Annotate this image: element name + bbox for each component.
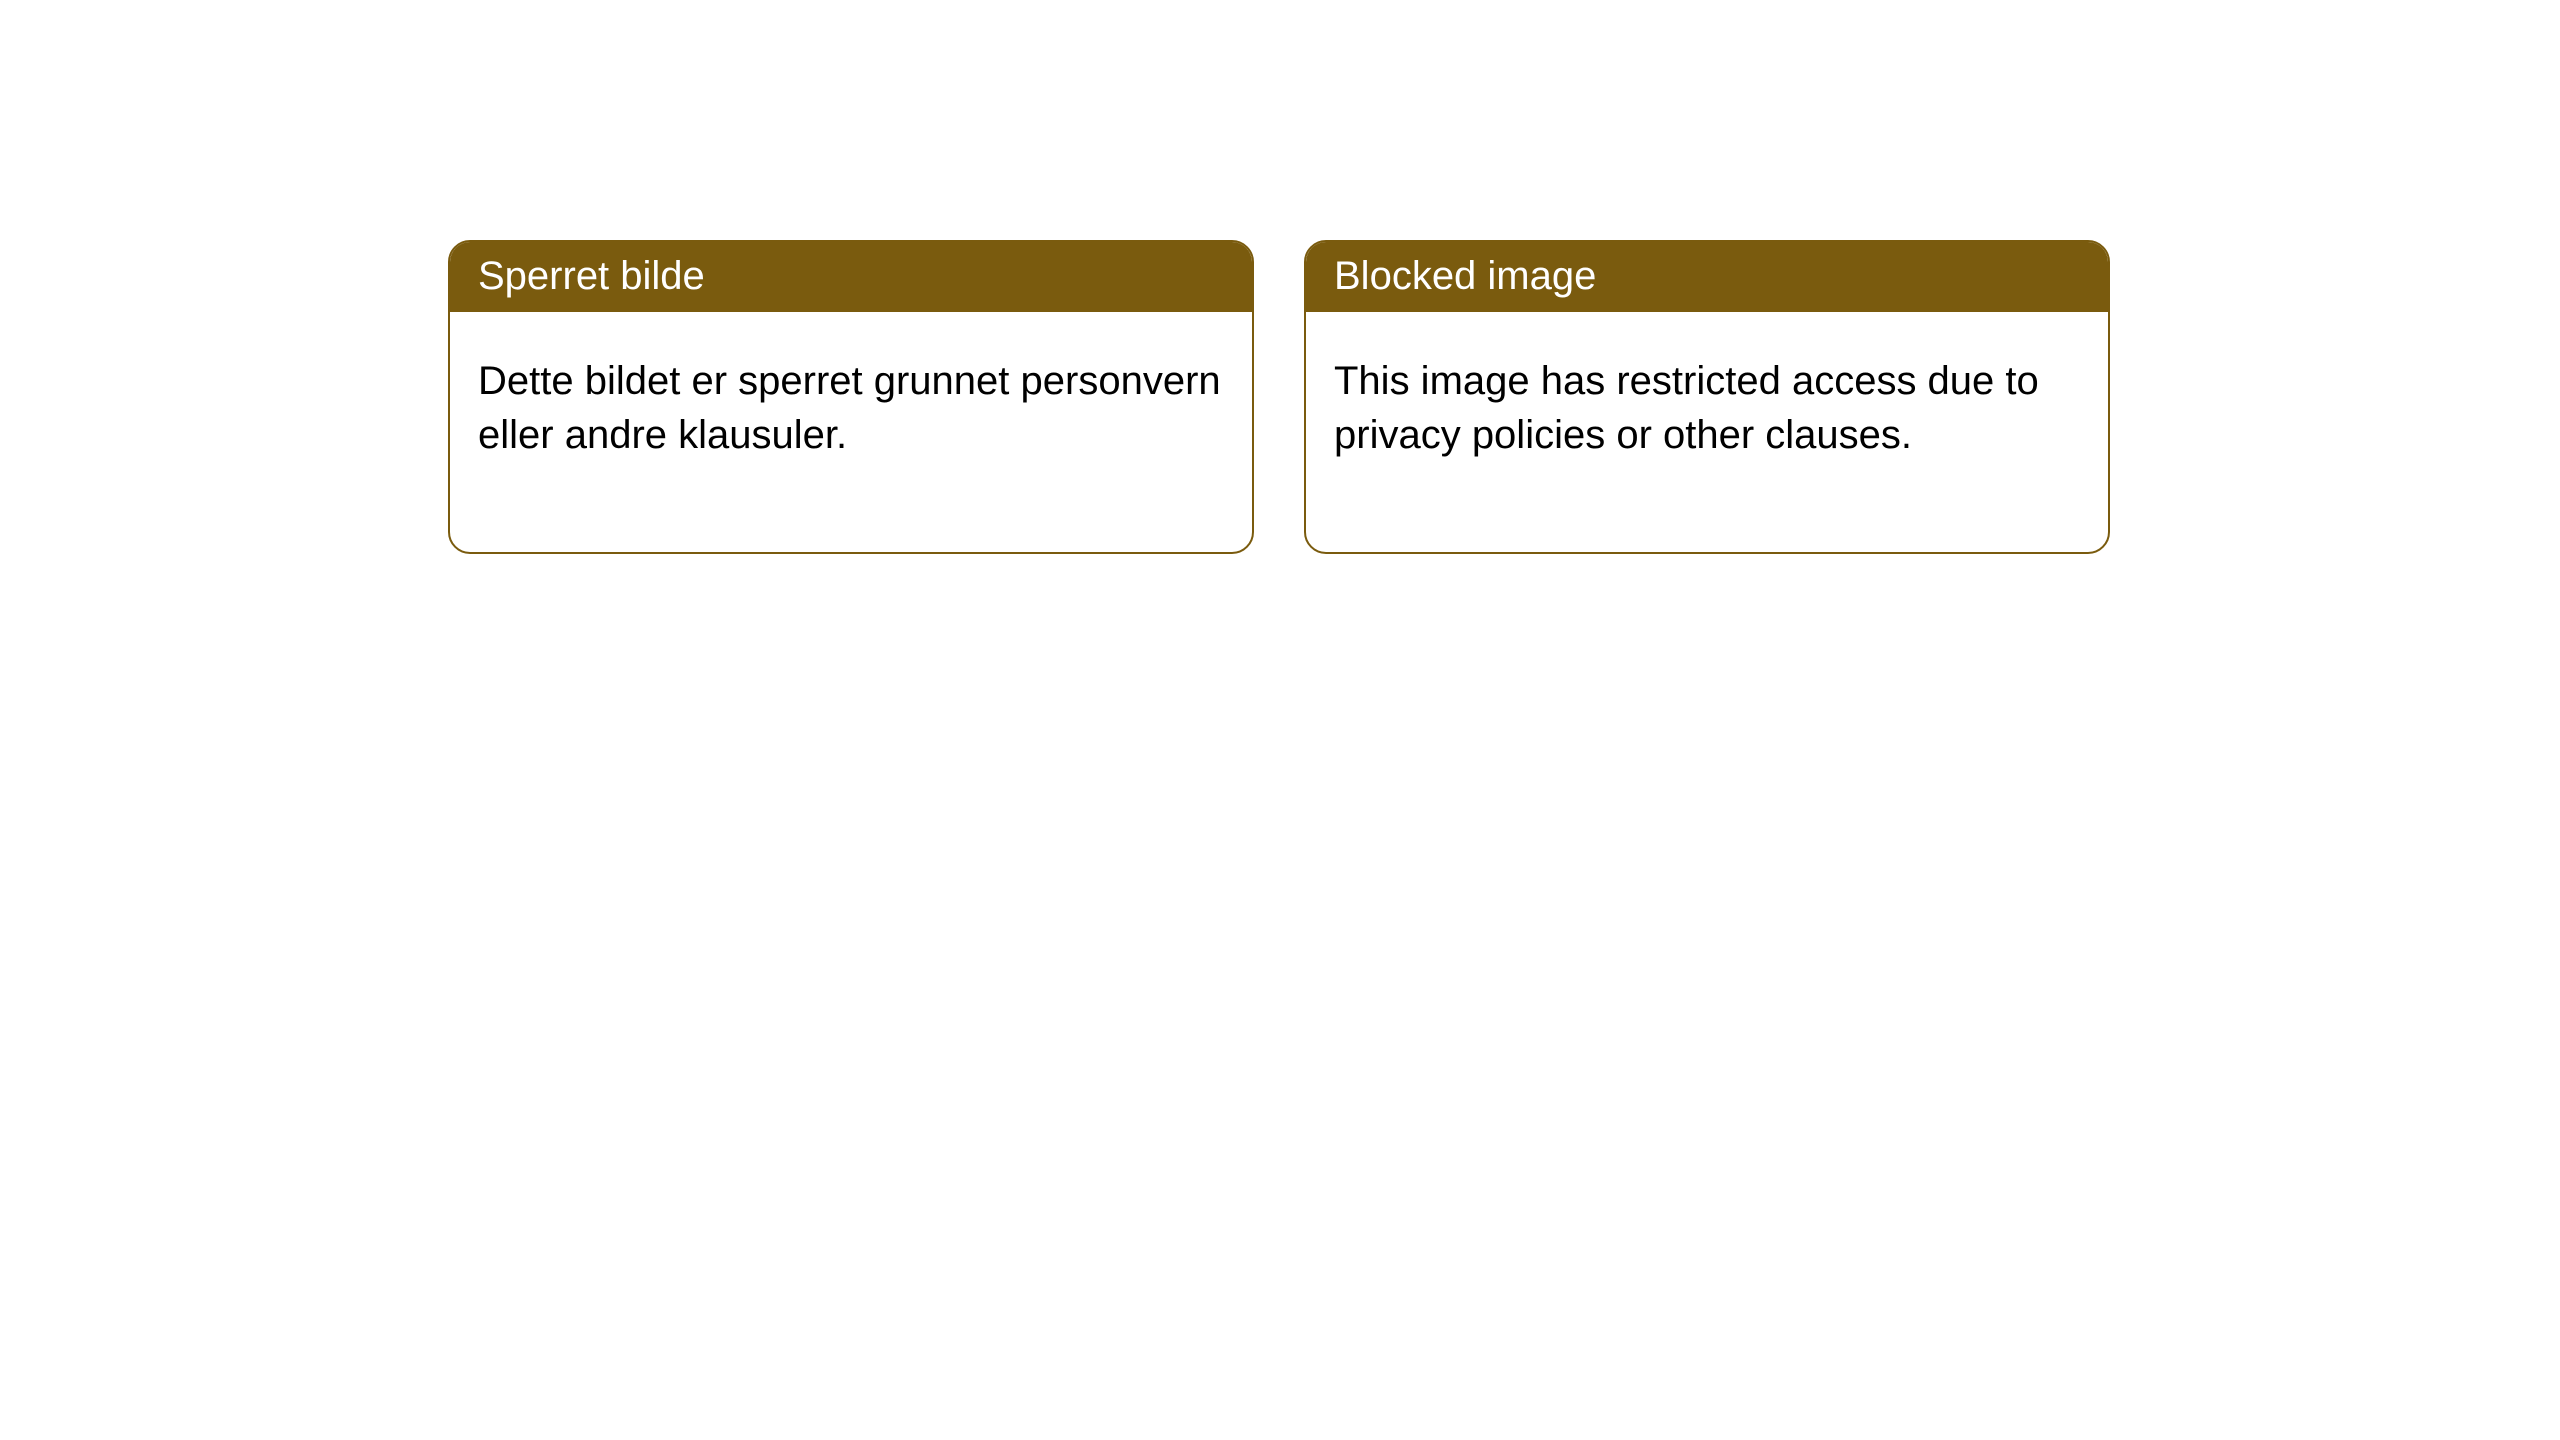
notice-card-en: Blocked image This image has restricted … (1304, 240, 2110, 554)
notice-card-no: Sperret bilde Dette bildet er sperret gr… (448, 240, 1254, 554)
notice-card-body: Dette bildet er sperret grunnet personve… (450, 312, 1252, 552)
notice-card-title: Blocked image (1306, 242, 2108, 312)
notice-card-title: Sperret bilde (450, 242, 1252, 312)
notice-container: Sperret bilde Dette bildet er sperret gr… (0, 0, 2560, 554)
notice-card-body: This image has restricted access due to … (1306, 312, 2108, 552)
